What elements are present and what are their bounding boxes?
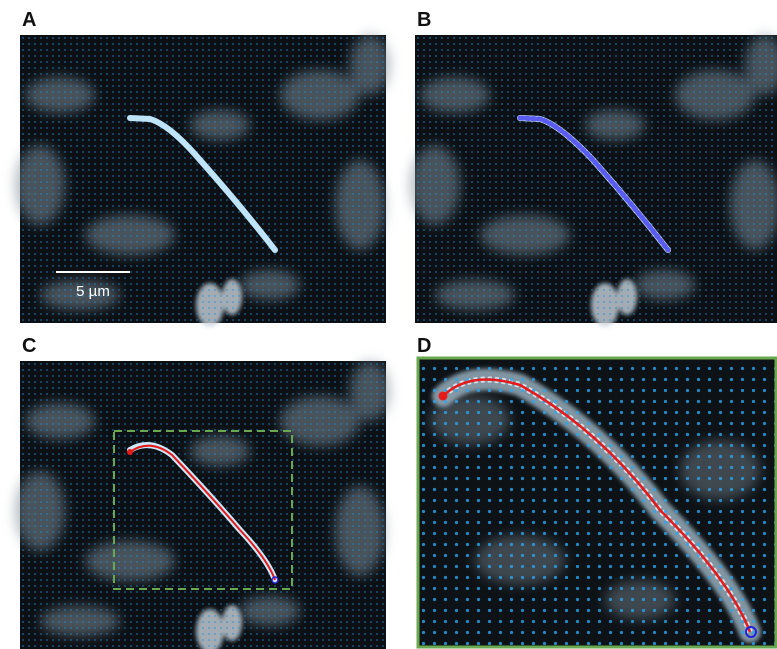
panel-label: B: [417, 9, 431, 31]
panel-d: D: [417, 335, 777, 647]
panel-c: C: [15, 335, 390, 649]
panel-label: D: [417, 335, 431, 357]
start-point: [127, 449, 133, 455]
figure: A 5 µm B C D: [0, 0, 777, 649]
scale-bar-label: 5 µm: [76, 283, 110, 300]
panel-label: A: [22, 9, 36, 31]
start-point: [439, 392, 448, 401]
panel-label: C: [22, 335, 36, 357]
panel-b: B: [410, 9, 777, 327]
panel-a: A 5 µm: [15, 9, 390, 327]
